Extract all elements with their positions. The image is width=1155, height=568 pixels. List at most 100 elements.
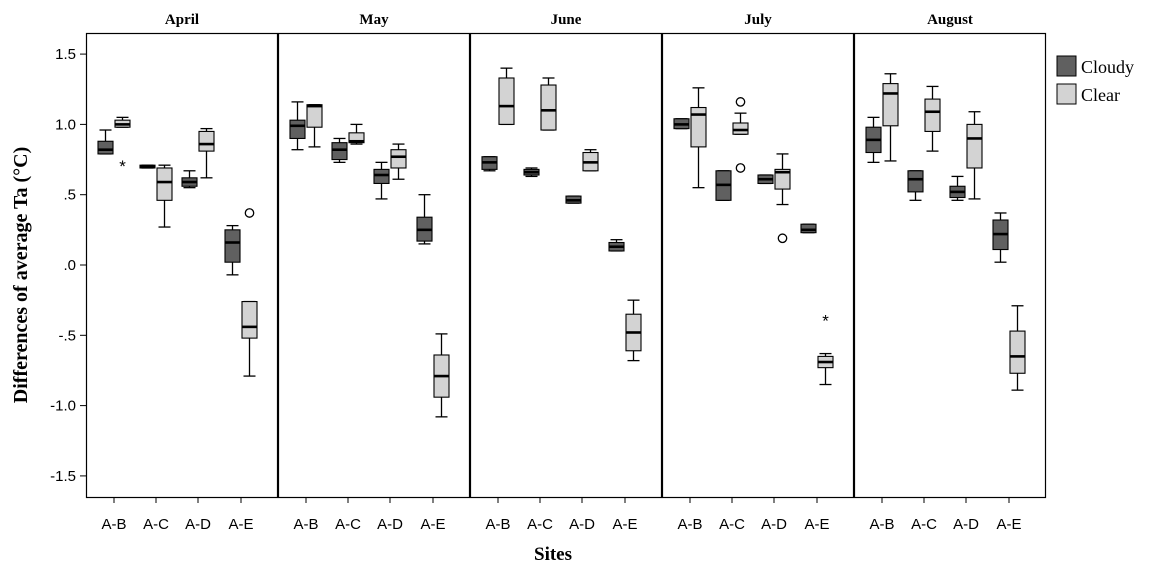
x-tick-label: A-E [420, 516, 445, 533]
x-tick-label: A-D [953, 516, 979, 533]
legend-swatch-clear [1056, 83, 1077, 105]
x-tick-label: A-B [293, 516, 318, 533]
panel-may: May A-B A-C A-D A-E [277, 12, 471, 533]
panel-title: June [551, 12, 582, 28]
box-clear: * [817, 311, 834, 386]
box-body [882, 83, 899, 127]
box-cloudy [565, 195, 582, 204]
box-body [331, 142, 348, 161]
x-tick-label: A-B [869, 516, 894, 533]
x-tick-label: A-B [485, 516, 510, 533]
outlier-circle [244, 208, 255, 218]
box-cloudy [673, 118, 690, 130]
x-tick-label: A-E [228, 516, 253, 533]
panel-frame [277, 32, 471, 499]
box-body [289, 119, 306, 140]
panel-august: August A-B A-C A-D A-E [853, 12, 1047, 533]
box-clear [498, 67, 515, 126]
outlier-star: * [822, 311, 829, 330]
box-body [732, 122, 749, 135]
box-cloudy [97, 129, 114, 155]
box-cloudy [608, 239, 625, 252]
box-clear [390, 143, 407, 180]
box-body [774, 168, 791, 190]
box-cloudy [865, 116, 882, 164]
box-cloudy [181, 170, 198, 189]
panel-frame [85, 32, 279, 499]
box-body [966, 123, 983, 169]
x-tick-label: A-C [143, 516, 169, 533]
box-cloudy [757, 174, 774, 185]
y-tick-label: -1.0 [50, 398, 76, 415]
y-tick-label: -.5 [58, 327, 76, 344]
box-cloudy [139, 164, 156, 169]
box-cloudy [481, 156, 498, 172]
x-tick-label: A-C [527, 516, 553, 533]
box-body [306, 104, 323, 128]
box-cloudy [416, 194, 433, 245]
panel-frame [853, 32, 1047, 499]
legend-label-cloudy: Cloudy [1081, 57, 1134, 77]
y-axis: 1.5 1.0 .5 .0 -.5 -1.0 -1.5 [50, 46, 86, 485]
outlier-circle [735, 97, 746, 107]
box-body [198, 130, 215, 152]
x-tick-label: A-B [677, 516, 702, 533]
x-tick-label: A-C [335, 516, 361, 533]
box-clear [625, 299, 642, 362]
y-tick-label: .5 [63, 187, 76, 204]
box-cloudy [331, 137, 348, 164]
box-body [348, 132, 365, 144]
box-clear: * [114, 116, 131, 176]
box-clear [433, 333, 450, 418]
legend: Cloudy Clear [1056, 55, 1134, 105]
box-cloudy [715, 170, 732, 201]
box-clear [540, 77, 557, 131]
box-clear [924, 85, 941, 152]
x-tick-label: A-D [569, 516, 595, 533]
outlier-star: * [119, 157, 126, 176]
panel-title: August [927, 12, 973, 28]
box-clear [882, 73, 899, 162]
y-axis-label: Differences of average Ta (°C) [10, 147, 32, 403]
x-tick-label: A-C [719, 516, 745, 533]
box-body [907, 170, 924, 193]
panel-title: May [359, 12, 389, 28]
box-body [97, 140, 114, 155]
y-tick-label: 1.5 [55, 46, 76, 63]
x-tick-label: A-D [761, 516, 787, 533]
box-clear [582, 149, 599, 172]
box-body [540, 84, 557, 131]
box-clear [156, 164, 173, 228]
box-clear [348, 123, 365, 145]
box-body [390, 149, 407, 169]
box-clear [774, 153, 791, 244]
box-clear [966, 111, 983, 200]
box-body [924, 98, 941, 132]
box-body [241, 301, 258, 339]
box-cloudy [373, 161, 390, 200]
x-tick-label: A-E [612, 516, 637, 533]
box-clear [690, 87, 707, 189]
y-tick-label: .0 [63, 257, 76, 274]
box-body [1009, 330, 1026, 374]
box-body [690, 106, 707, 148]
y-tick-label: -1.5 [50, 468, 76, 485]
x-tick-label: A-C [911, 516, 937, 533]
box-cloudy [523, 167, 540, 178]
box-body [800, 223, 817, 234]
box-cloudy [800, 223, 817, 234]
legend-swatch-cloudy [1056, 55, 1077, 77]
box-cloudy [224, 224, 241, 276]
box-body [224, 229, 241, 263]
outlier-circle [735, 163, 746, 173]
box-cloudy [992, 212, 1009, 263]
x-tick-label: A-E [804, 516, 829, 533]
x-tick-label: A-E [996, 516, 1021, 533]
x-tick-label: A-D [377, 516, 403, 533]
x-axis-label: Sites [534, 544, 572, 565]
y-tick-label: 1.0 [55, 116, 76, 133]
box-clear [732, 97, 749, 173]
x-tick-label: A-B [101, 516, 126, 533]
panel-june: June A-B A-C A-D A-E [469, 12, 663, 533]
